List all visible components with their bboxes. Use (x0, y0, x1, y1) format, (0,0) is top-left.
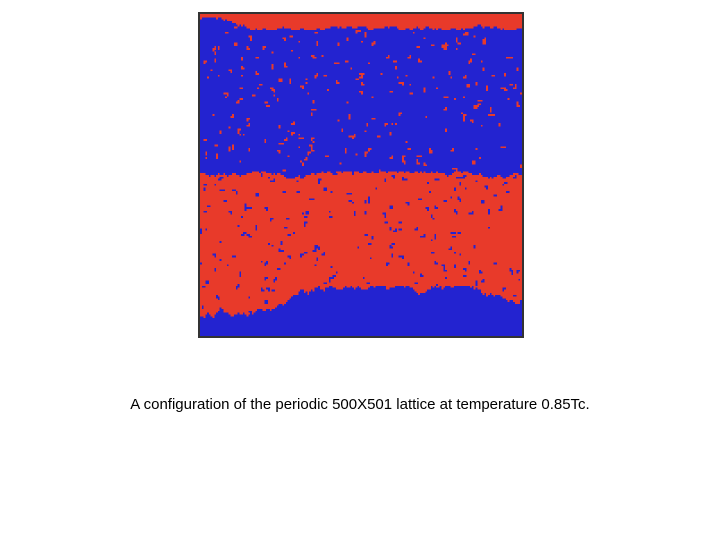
figure-caption: A configuration of the periodic 500X501 … (0, 396, 720, 413)
lattice-figure (198, 12, 524, 338)
slide: A configuration of the periodic 500X501 … (0, 0, 720, 540)
lattice-canvas (200, 14, 522, 336)
